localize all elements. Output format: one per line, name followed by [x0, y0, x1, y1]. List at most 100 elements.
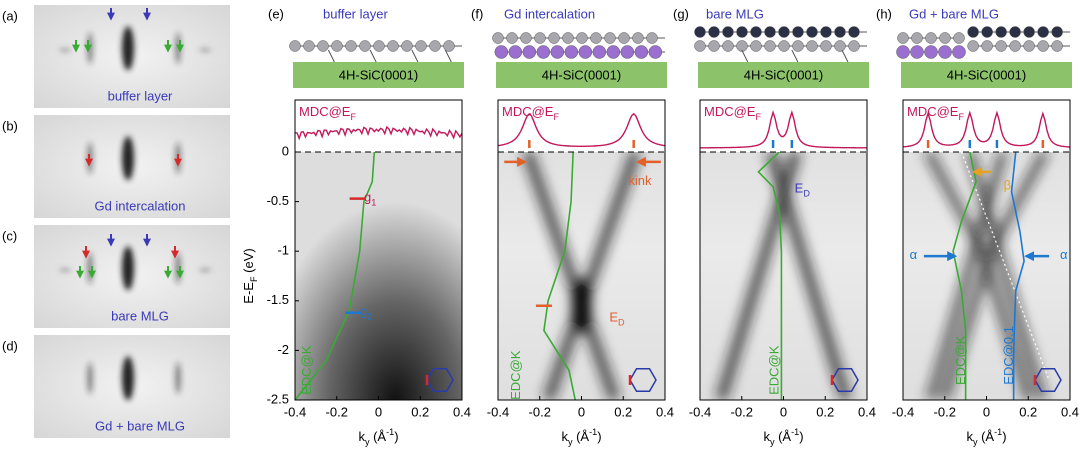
panel-caption: Gd intercalation	[94, 198, 185, 213]
bond	[411, 49, 419, 63]
atom	[967, 40, 979, 52]
atom	[536, 45, 551, 59]
atom	[1037, 40, 1049, 52]
panel-label: (a)	[2, 8, 18, 23]
text-part: (Å	[774, 429, 791, 444]
spot	[87, 362, 93, 395]
annotation: α	[910, 248, 918, 263]
atom	[792, 26, 804, 38]
atom	[778, 40, 790, 52]
atom	[317, 40, 329, 52]
atom	[848, 26, 860, 38]
bond	[791, 49, 799, 63]
mdc-label: MDC@EF	[704, 104, 761, 122]
text-part: F	[350, 112, 356, 122]
x-tick-label: 0	[375, 404, 382, 419]
panel-title: buffer layer	[323, 6, 388, 21]
arpes-image	[700, 152, 867, 400]
annotation: ED	[795, 181, 811, 199]
text-part: F	[249, 276, 259, 282]
annotation: kink	[628, 173, 652, 188]
atom	[289, 40, 301, 52]
atom	[648, 45, 663, 59]
x-axis-title: ky (Å-1)	[561, 427, 601, 447]
text-part: -1	[386, 427, 394, 437]
edc-label: EDC@K	[767, 345, 782, 395]
atom	[806, 26, 818, 38]
spot	[122, 356, 134, 401]
text-part: y	[568, 437, 573, 447]
text-part: (eV)	[241, 248, 256, 276]
atom	[764, 26, 776, 38]
atom	[1009, 40, 1021, 52]
bond	[369, 49, 377, 63]
atom	[506, 32, 518, 44]
x-tick-label: 0.4	[1061, 404, 1079, 419]
edc-label: EDC@K	[299, 345, 314, 395]
atom	[606, 45, 621, 59]
atom	[995, 26, 1007, 38]
panel-caption: Gd + bare MLG	[95, 418, 185, 433]
atom	[995, 40, 1007, 52]
atom	[494, 45, 509, 59]
substrate	[293, 62, 464, 88]
y-tick-label: -2	[277, 342, 289, 357]
atom	[820, 26, 832, 38]
annotation: ED	[609, 310, 625, 328]
text-part: -1	[994, 427, 1002, 437]
panel-label: (h)	[876, 6, 892, 21]
annotation: g1	[364, 190, 376, 208]
text-part: MDC@E	[502, 104, 554, 119]
panel-label: (b)	[2, 118, 18, 133]
x-tick-label: 0.2	[1019, 404, 1037, 419]
edc-label: EDC@K	[953, 335, 968, 385]
text-part: α	[910, 248, 918, 263]
text-part: MDC@E	[299, 104, 351, 119]
x-tick-label: 0.4	[858, 404, 876, 419]
panel-label: (g)	[673, 6, 689, 21]
atom	[1023, 40, 1035, 52]
y-tick-label: -1	[277, 243, 289, 258]
substrate-label: 4H-SiC(0001)	[744, 67, 823, 82]
text-part: E	[609, 310, 618, 325]
annotation: α	[1060, 248, 1068, 263]
atom	[708, 26, 720, 38]
text-part: k	[966, 429, 973, 444]
atom	[694, 40, 706, 52]
atom	[967, 26, 979, 38]
mdc-label: MDC@EF	[299, 104, 356, 122]
panel-caption: buffer layer	[108, 88, 173, 103]
atom	[508, 45, 523, 59]
text-part: MDC@E	[704, 104, 756, 119]
atom	[592, 45, 607, 59]
substrate	[496, 62, 667, 88]
substrate	[698, 62, 869, 88]
mdc-curve	[902, 110, 1071, 148]
panel-caption: bare MLG	[111, 308, 169, 323]
mdc-label: MDC@EF	[907, 104, 964, 122]
band	[965, 152, 1048, 400]
atom	[953, 32, 965, 44]
atom	[331, 40, 343, 52]
atom	[924, 45, 938, 59]
atom	[938, 45, 952, 59]
atom	[1037, 26, 1049, 38]
x-tick-label: 0	[780, 404, 787, 419]
atom	[750, 26, 762, 38]
atom	[429, 40, 441, 52]
panel-title: Gd + bare MLG	[909, 6, 999, 21]
edc-label: EDC@K	[508, 350, 523, 400]
atom	[415, 40, 427, 52]
edc-curve	[757, 152, 783, 400]
panel-label: (c)	[2, 228, 17, 243]
x-axis-title: ky (Å-1)	[966, 427, 1006, 447]
x-tick-label: 0.4	[453, 404, 471, 419]
substrate	[901, 62, 1072, 88]
atom	[910, 45, 924, 59]
atom	[604, 32, 616, 44]
panel-label: (d)	[2, 338, 18, 353]
atom	[373, 40, 385, 52]
atom	[708, 40, 720, 52]
text-part: k	[358, 429, 365, 444]
